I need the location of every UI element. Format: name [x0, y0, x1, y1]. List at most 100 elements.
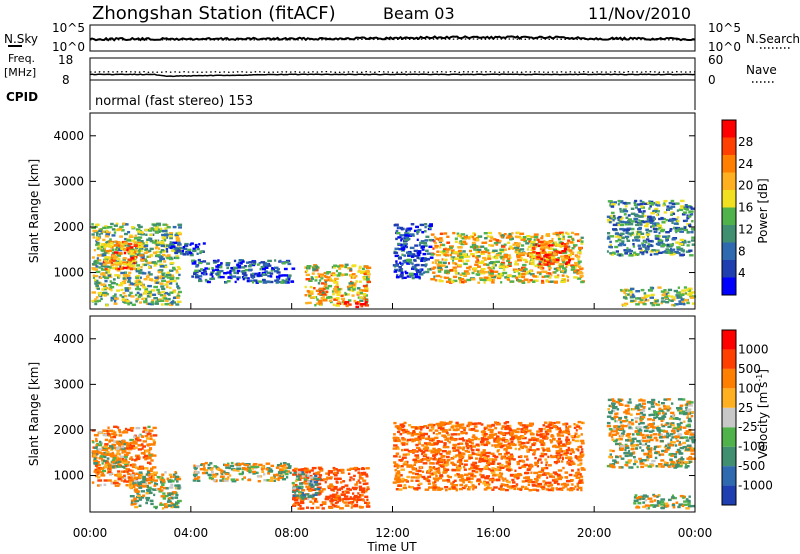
heatmap-cell-0	[138, 282, 143, 286]
heatmap-cell-2	[145, 501, 148, 505]
heatmap-cell-6	[403, 261, 408, 264]
heatmap-cell-4	[328, 506, 334, 509]
heatmap-cell-7	[484, 237, 488, 240]
heatmap-cell-8	[561, 244, 565, 248]
heatmap-cell-1	[111, 447, 114, 450]
heatmap-cell-6	[411, 276, 415, 280]
heatmap-cell-9	[629, 252, 632, 256]
heatmap-cell-0	[150, 459, 154, 462]
heatmap-cell-7	[580, 240, 584, 243]
heatmap-cell-0	[110, 436, 113, 439]
heatmap-cell-9	[675, 230, 678, 234]
heatmap-cell-9	[665, 236, 670, 239]
heatmap-cell-7	[500, 235, 504, 239]
heatmap-cell-6	[521, 424, 526, 427]
heatmap-cell-2	[169, 486, 174, 489]
heatmap-cell-2	[192, 247, 196, 250]
heatmap-cell-0	[100, 232, 104, 235]
heatmap-cell-7	[521, 281, 526, 284]
heatmap-cell-0	[128, 278, 131, 282]
heatmap-cell-0	[99, 293, 102, 297]
heatmap-cell-7	[542, 244, 545, 247]
heatmap-cell-4	[366, 272, 371, 275]
heatmap-cell-6	[577, 468, 580, 471]
heatmap-cell-0	[157, 291, 161, 294]
heatmap-cell-6	[532, 438, 538, 442]
heatmap-cell-6	[426, 442, 432, 445]
heatmap-cell-6	[475, 457, 478, 460]
heatmap-cell-4	[329, 494, 334, 497]
heatmap-cell-7	[571, 231, 575, 235]
power-ytick-label: 1000	[53, 266, 84, 280]
heatmap-cell-4	[334, 501, 338, 505]
heatmap-cell-6	[498, 468, 502, 472]
heatmap-cell-6	[567, 456, 572, 459]
heatmap-cell-9	[669, 229, 672, 232]
heatmap-cell-0	[176, 294, 180, 298]
heatmap-cell-0	[94, 262, 100, 265]
heatmap-cell-4	[331, 503, 335, 507]
heatmap-cell-0	[96, 473, 100, 476]
heatmap-cell-3	[223, 479, 229, 482]
heatmap-cell-2	[166, 250, 169, 253]
heatmap-cell-6	[417, 475, 422, 478]
heatmap-cell-7	[518, 268, 523, 272]
heatmap-cell-7	[478, 270, 484, 273]
heatmap-cell-0	[124, 427, 128, 431]
heatmap-cell-8	[536, 252, 541, 255]
heatmap-cell-0	[92, 229, 97, 233]
heatmap-cell-10	[619, 288, 623, 292]
heatmap-cell-7	[465, 255, 471, 258]
heatmap-cell-0	[148, 290, 152, 294]
heatmap-cell-6	[397, 226, 401, 229]
heatmap-cell-4	[306, 265, 312, 268]
heatmap-cell-4	[320, 469, 324, 472]
heatmap-cell-0	[143, 479, 148, 482]
heatmap-cell-4	[365, 269, 370, 273]
heatmap-cell-9	[646, 217, 651, 221]
heatmap-cell-6	[540, 443, 544, 446]
heatmap-cell-3	[285, 470, 291, 473]
heatmap-cell-10	[654, 300, 659, 303]
heatmap-cell-4	[339, 267, 342, 270]
heatmap-cell-6	[394, 463, 399, 466]
heatmap-cell-0	[172, 296, 178, 299]
heatmap-cell-6	[506, 485, 512, 488]
heatmap-cell-0	[95, 434, 99, 437]
heatmap-cell-7	[566, 232, 570, 235]
heatmap-cell-6	[401, 456, 407, 459]
heatmap-cell-6	[415, 443, 419, 447]
heatmap-cell-2	[168, 492, 174, 495]
heatmap-cell-7	[561, 233, 565, 236]
heatmap-cell-3	[253, 463, 258, 466]
heatmap-cell-9	[611, 203, 616, 206]
heatmap-cell-9	[624, 221, 628, 224]
heatmap-cell-3	[193, 477, 199, 480]
heatmap-cell-2	[174, 475, 179, 478]
heatmap-cell-2	[141, 496, 145, 499]
heatmap-cell-6	[407, 254, 411, 257]
heatmap-cell-6	[472, 488, 475, 491]
heatmap-cell-0	[152, 434, 158, 437]
heatmap-cell-6	[512, 429, 517, 432]
heatmap-cell-3	[279, 464, 284, 468]
heatmap-cell-2	[153, 488, 157, 491]
heatmap-cell-9	[635, 220, 638, 223]
heatmap-cell-6	[507, 425, 511, 428]
heatmap-cell-6	[408, 261, 413, 264]
heatmap-cell-10	[678, 302, 683, 306]
heatmap-cell-10	[680, 302, 686, 305]
heatmap-cell-9	[635, 223, 640, 227]
heatmap-cell-0	[96, 463, 100, 466]
heatmap-cell-5	[306, 493, 310, 496]
heatmap-cell-6	[485, 475, 490, 478]
heatmap-cell-3	[219, 479, 224, 482]
heatmap-cell-6	[528, 464, 533, 467]
heatmap-cell-7	[439, 232, 444, 235]
heatmap-cell-4	[325, 272, 330, 275]
heatmap-cell-9	[669, 219, 675, 222]
heatmap-cell-9	[624, 205, 628, 208]
heatmap-cell-4	[353, 494, 358, 498]
heatmap-cell-0	[95, 239, 98, 243]
heatmap-cell-7	[434, 261, 438, 265]
